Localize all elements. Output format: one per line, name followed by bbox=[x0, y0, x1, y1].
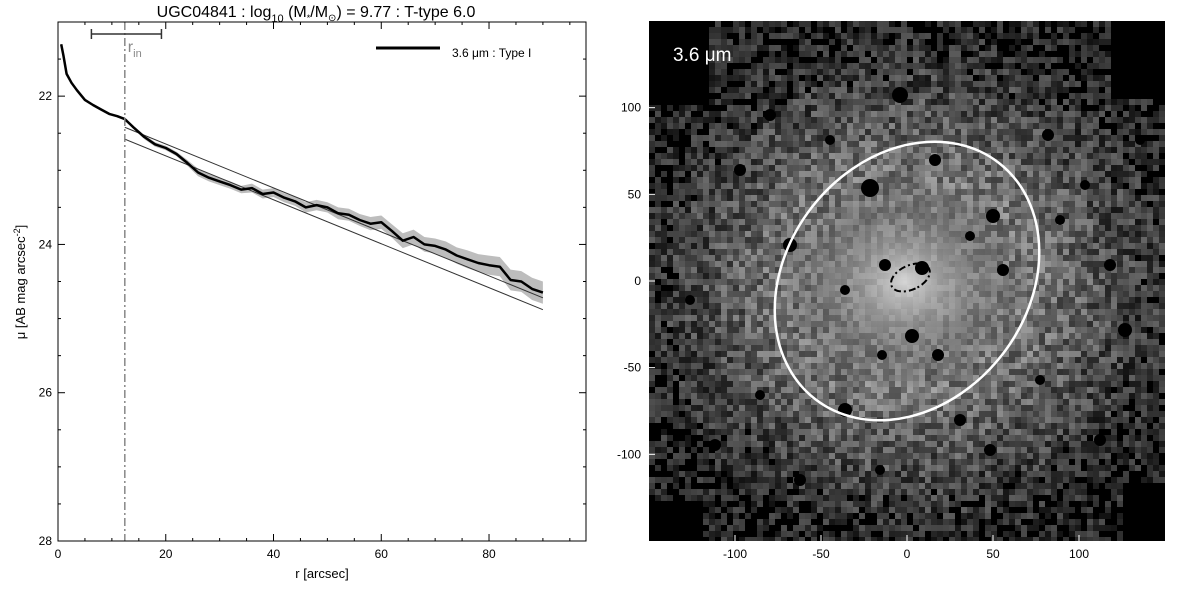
y-tick-label: 28 bbox=[39, 534, 53, 548]
masked-source bbox=[954, 414, 966, 426]
x-tick-label: 60 bbox=[375, 547, 389, 561]
profile-line bbox=[59, 43, 544, 294]
disk-fit-line-2 bbox=[124, 138, 544, 311]
y-label-main: μ [AB mag arcsec bbox=[13, 236, 28, 339]
x-tick-label: 80 bbox=[482, 547, 496, 561]
masked-source bbox=[840, 285, 850, 295]
y-tick-label: 24 bbox=[39, 237, 53, 251]
masked-source bbox=[685, 295, 695, 305]
galaxy-glow bbox=[775, 172, 1035, 392]
image-y-tick-label: -50 bbox=[624, 361, 642, 375]
masked-source bbox=[984, 444, 996, 456]
masked-source bbox=[905, 329, 919, 343]
x-axis-label: r [arcsec] bbox=[295, 566, 348, 581]
title-over: /M bbox=[310, 4, 328, 21]
image-y-tick-label: 50 bbox=[628, 187, 642, 201]
y-tick-label: 22 bbox=[39, 89, 53, 103]
image-x-tick-label: -50 bbox=[812, 547, 830, 561]
masked-source bbox=[794, 474, 806, 486]
image-y-tick-label: 0 bbox=[634, 274, 641, 288]
rin-label-main: r bbox=[128, 39, 134, 56]
image-ticks: -100 -50 0 50 100 -100 -50 0 50 100 bbox=[617, 101, 1089, 561]
image-x-tick-label: 100 bbox=[1069, 547, 1089, 561]
profile-plot-area: rin bbox=[59, 22, 544, 541]
masked-source bbox=[755, 390, 765, 400]
title-star: * bbox=[307, 13, 311, 23]
legend-label: 3.6 μm : Type I bbox=[452, 46, 531, 60]
masked-source bbox=[997, 264, 1009, 276]
x-tick-label: 0 bbox=[55, 547, 62, 561]
masked-source bbox=[892, 87, 908, 103]
outer-ellipse bbox=[773, 140, 1041, 422]
masked-source bbox=[1055, 215, 1065, 225]
masked-source bbox=[861, 179, 879, 197]
profile-error-band bbox=[61, 43, 543, 304]
x-tick-label: 20 bbox=[159, 547, 173, 561]
image-x-tick-label: -100 bbox=[723, 547, 747, 561]
band-label: 3.6 μm bbox=[673, 45, 731, 66]
image-panel: 3.6 μm -100 -50 0 50 100 -100 -50 0 50 100 bbox=[617, 21, 1165, 561]
masked-source bbox=[877, 350, 887, 360]
masked-source bbox=[875, 465, 885, 475]
disk-fit-line-1 bbox=[124, 126, 544, 299]
profile-ticks: 0 20 40 60 80 22 24 26 28 bbox=[39, 22, 586, 561]
y-label-sup: -2 bbox=[12, 228, 22, 236]
x-tick-label: 40 bbox=[267, 547, 281, 561]
masked-source bbox=[1135, 135, 1145, 145]
masked-source bbox=[734, 164, 746, 176]
masked-source bbox=[1118, 323, 1132, 337]
title-sun: ⊙ bbox=[328, 13, 336, 24]
image-x-tick-label: 0 bbox=[904, 547, 911, 561]
masked-source bbox=[879, 259, 891, 271]
masked-source bbox=[986, 209, 1000, 223]
masked-source bbox=[764, 109, 776, 121]
image-y-tick-label: 100 bbox=[621, 101, 641, 115]
masked-source bbox=[1104, 259, 1116, 271]
image-y-tick-label: -100 bbox=[617, 447, 641, 461]
masked-source bbox=[1042, 129, 1054, 141]
title-rest: ) = 9.77 : T-type 6.0 bbox=[336, 4, 475, 21]
image-x-tick-label: 50 bbox=[986, 547, 1000, 561]
profile-panel: UGC04841 : log10 (M*/M⊙) = 9.77 : T-type… bbox=[12, 4, 587, 581]
masked-source bbox=[929, 154, 941, 166]
masked-source bbox=[932, 349, 944, 361]
masked-source bbox=[1035, 375, 1045, 385]
y-tick-label: 26 bbox=[39, 386, 53, 400]
legend: 3.6 μm : Type I bbox=[376, 46, 531, 60]
masked-sources bbox=[685, 87, 1145, 486]
masked-source bbox=[825, 135, 835, 145]
inner-ellipse bbox=[890, 262, 931, 293]
masked-source bbox=[709, 439, 721, 451]
y-label-close: ] bbox=[13, 225, 28, 229]
rin-label: rin bbox=[128, 39, 142, 60]
masked-source bbox=[1094, 434, 1106, 446]
masked-source bbox=[1080, 180, 1090, 190]
title-main: UGC04841 : log bbox=[157, 4, 272, 21]
masked-source bbox=[965, 231, 975, 241]
title-paren-open: (M bbox=[284, 4, 307, 21]
y-axis-label: μ [AB mag arcsec-2] bbox=[12, 225, 28, 340]
rin-label-sub: in bbox=[133, 48, 142, 60]
chart-title: UGC04841 : log10 (M*/M⊙) = 9.77 : T-type… bbox=[157, 4, 476, 25]
